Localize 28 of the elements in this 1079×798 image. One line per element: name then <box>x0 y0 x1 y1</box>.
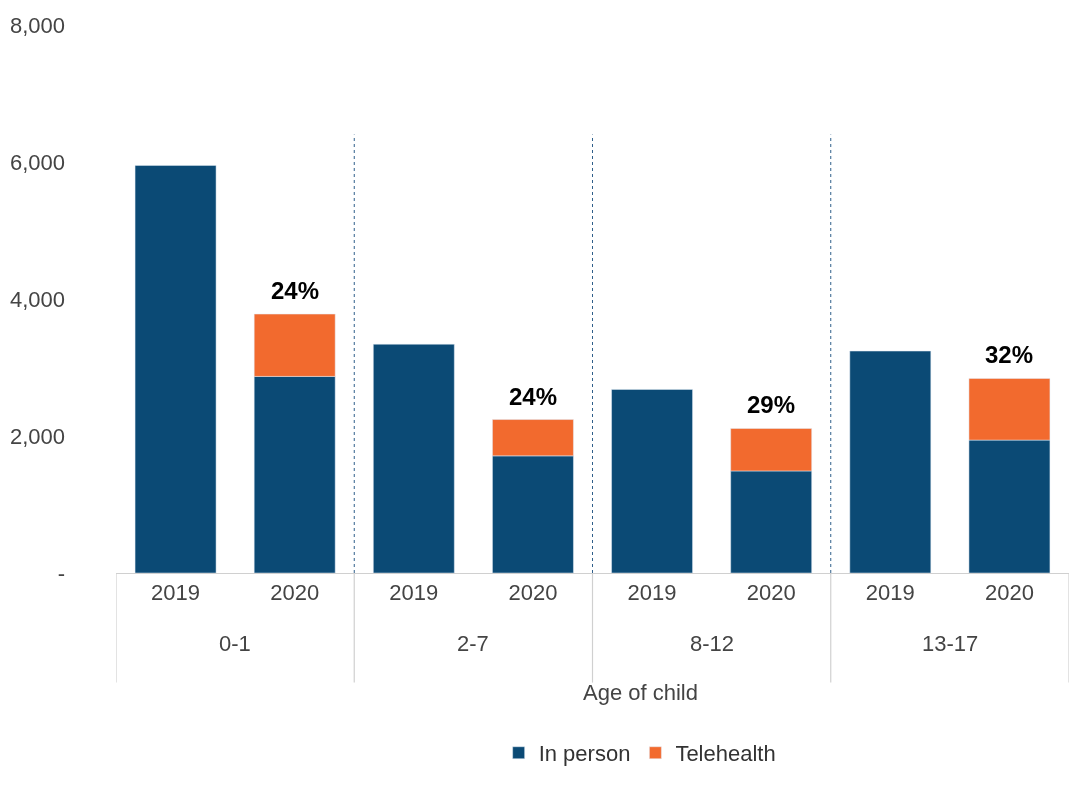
text: 2-7 <box>457 631 489 656</box>
bar <box>373 343 455 573</box>
legend-label: Telehealth <box>675 741 776 767</box>
legend-label: In person <box>538 741 631 767</box>
bar <box>849 350 932 573</box>
annotation: 32% <box>985 341 1034 368</box>
x-tick-label: 2019 <box>151 580 201 606</box>
x-tick-label: 2019 <box>627 580 677 606</box>
x-tick-label: 2020 <box>508 580 558 606</box>
y-tick-label: 4,000 <box>9 286 65 312</box>
text: 13-17 <box>922 631 979 656</box>
text: 8-12 <box>690 631 735 656</box>
bar <box>134 165 217 573</box>
x-tick-label: 2019 <box>389 580 439 606</box>
x-tick-label: 2020 <box>746 580 796 606</box>
annotation: 24% <box>271 277 320 304</box>
x-axis-title: Age of child <box>583 680 698 705</box>
y-tick-label: 8,000 <box>9 12 65 38</box>
text: 0-1 <box>219 631 251 656</box>
y-tick-label: 6,000 <box>9 149 65 175</box>
x-tick-label: 2020 <box>270 580 320 606</box>
annotation: 24% <box>509 383 558 410</box>
x-tick-label: 2019 <box>865 580 915 606</box>
annotation: 29% <box>747 391 796 418</box>
x-tick-label: 2020 <box>984 580 1034 606</box>
bar <box>611 389 693 573</box>
y-tick-label: 2,000 <box>9 423 65 449</box>
y-tick-label: - <box>57 560 65 586</box>
